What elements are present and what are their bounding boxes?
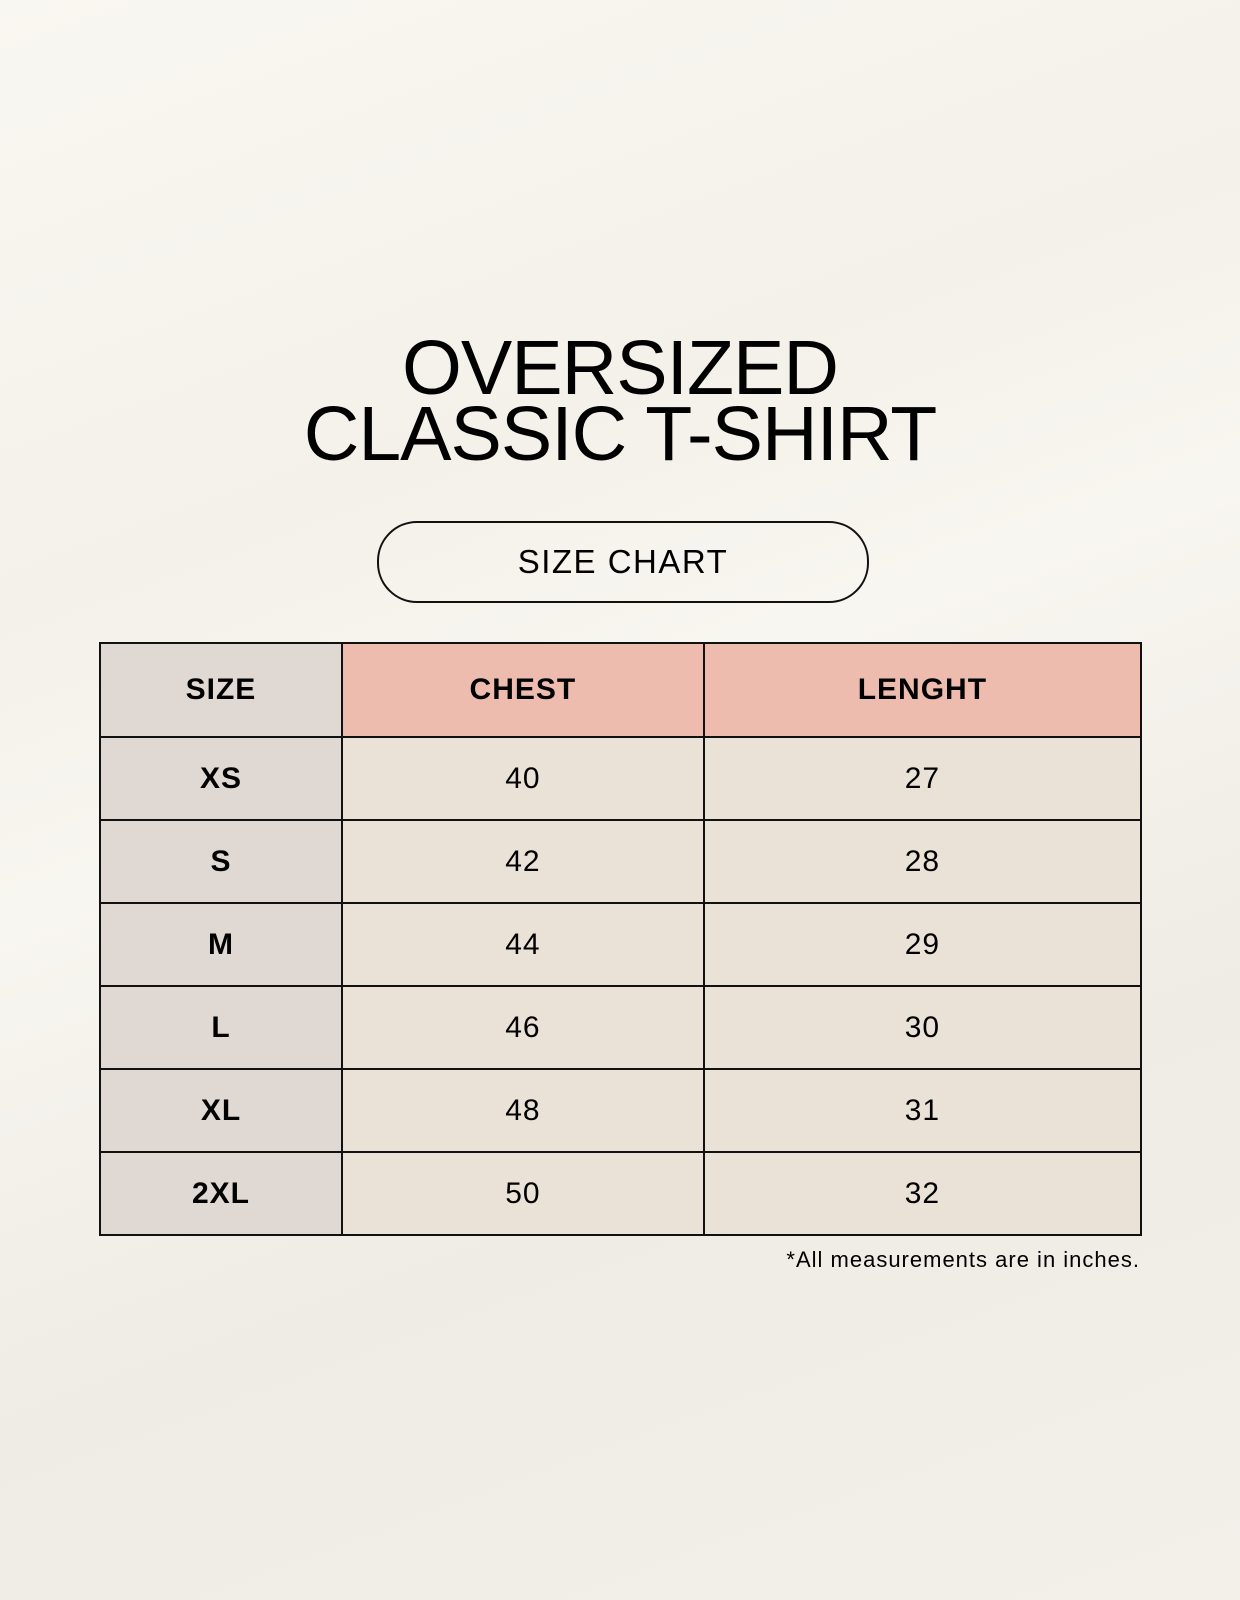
chest-cell: 50 — [340, 1151, 705, 1236]
length-cell: 30 — [702, 985, 1143, 1070]
length-cell: 31 — [702, 1068, 1143, 1153]
chest-cell: 48 — [340, 1068, 705, 1153]
chest-cell: 42 — [340, 819, 705, 904]
footnote: *All measurements are in inches. — [786, 1247, 1140, 1272]
table-row: S 42 28 — [99, 819, 1143, 904]
chest-cell: 44 — [340, 902, 705, 987]
header-size: SIZE — [99, 642, 343, 738]
size-cell: XL — [99, 1068, 343, 1153]
length-cell: 28 — [702, 819, 1143, 904]
title-line-2: CLASSIC T-SHIRT — [303, 391, 938, 477]
chest-cell: 40 — [340, 736, 705, 821]
header-chest: CHEST — [340, 642, 705, 738]
length-cell: 32 — [702, 1151, 1143, 1236]
table-row: XL 48 31 — [99, 1068, 1143, 1153]
table-row: XS 40 27 — [99, 736, 1143, 821]
table-row: M 44 29 — [99, 902, 1143, 987]
size-cell: M — [99, 902, 343, 987]
size-chart-badge: SIZE CHART — [377, 521, 869, 603]
size-cell: S — [99, 819, 343, 904]
size-cell: L — [99, 985, 343, 1070]
length-cell: 29 — [702, 902, 1143, 987]
page-title: OVERSIZED CLASSIC T-SHIRT — [0, 325, 1240, 477]
size-cell: 2XL — [99, 1151, 343, 1236]
table-row: L 46 30 — [99, 985, 1143, 1070]
title-line-1: OVERSIZED — [402, 325, 839, 411]
table-header-row: SIZE CHEST LENGHT — [99, 642, 1143, 738]
size-table: SIZE CHEST LENGHT XS 40 27 S 42 28 M 44 29 L 46 30 X… — [99, 642, 1143, 1236]
chest-cell: 46 — [340, 985, 705, 1070]
size-cell: XS — [99, 736, 343, 821]
length-cell: 27 — [702, 736, 1143, 821]
table-row: 2XL 50 32 — [99, 1151, 1143, 1236]
header-length: LENGHT — [702, 642, 1143, 738]
